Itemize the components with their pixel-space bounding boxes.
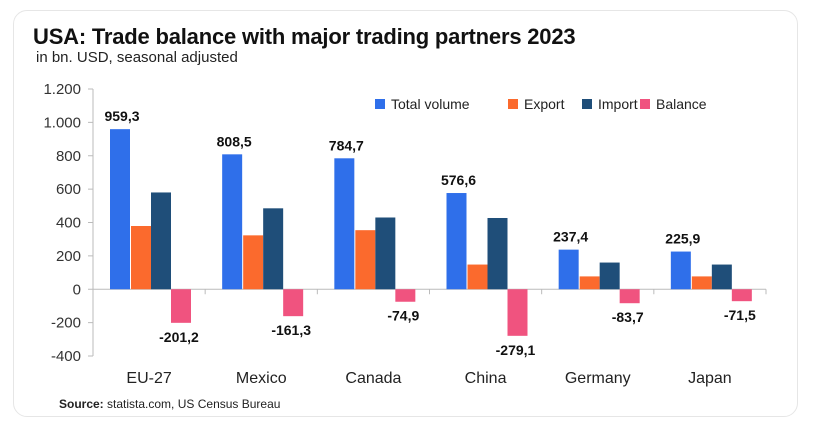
x-category-label: Mexico xyxy=(236,370,287,387)
bar-total-volume xyxy=(222,154,243,290)
bar-import xyxy=(151,192,171,290)
bar-export xyxy=(131,226,151,290)
y-tick-label: -400 xyxy=(51,348,81,365)
bar-balance xyxy=(731,289,752,302)
legend-swatch xyxy=(582,99,592,109)
bar-import xyxy=(599,262,620,290)
source-note: Source: statista.com, US Census Bureau xyxy=(59,397,280,411)
bar-export xyxy=(467,264,488,290)
source-text: statista.com, US Census Bureau xyxy=(107,397,281,411)
bar-balance xyxy=(171,289,191,323)
legend-swatch xyxy=(508,99,518,109)
bar-balance xyxy=(283,289,304,317)
data-label-total-volume: 959,3 xyxy=(104,108,139,124)
data-label-total-volume: 808,5 xyxy=(217,133,252,149)
legend-label: Balance xyxy=(656,96,707,112)
y-tick-label: 600 xyxy=(56,181,81,198)
y-tick-label: -200 xyxy=(51,315,81,332)
legend-swatch xyxy=(375,99,385,109)
data-label-total-volume: 225,9 xyxy=(665,231,700,247)
source-label: Source: xyxy=(59,397,104,411)
x-category-label: EU-27 xyxy=(126,370,171,387)
x-category-label: China xyxy=(465,370,507,387)
chart-title: USA: Trade balance with major trading pa… xyxy=(33,24,576,49)
data-label-total-volume: 784,7 xyxy=(329,137,364,153)
data-label-balance: -161,3 xyxy=(271,322,311,338)
data-label-balance: -83,7 xyxy=(612,309,644,325)
y-tick-label: 1.200 xyxy=(43,81,81,98)
bar-total-volume xyxy=(334,158,355,290)
data-label-balance: -279,1 xyxy=(496,342,536,358)
data-label-balance: -71,5 xyxy=(724,307,756,323)
bar-total-volume xyxy=(558,249,579,290)
bar-import xyxy=(375,217,396,290)
bar-export xyxy=(579,276,600,290)
y-tick-label: 400 xyxy=(56,215,81,232)
bar-import xyxy=(487,217,508,290)
bar-balance xyxy=(619,289,640,304)
legend-label: Import xyxy=(598,96,638,112)
bar-import xyxy=(711,264,732,290)
x-category-label: Japan xyxy=(688,370,732,387)
bar-total-volume xyxy=(670,251,691,290)
chart-subtitle: in bn. USD, seasonal adjusted xyxy=(36,49,238,66)
y-tick-label: 800 xyxy=(56,148,81,165)
data-label-balance: -201,2 xyxy=(159,329,199,345)
x-category-label: Canada xyxy=(345,370,401,387)
bar-balance xyxy=(507,289,528,336)
y-tick-label: 0 xyxy=(73,281,81,298)
y-tick-label: 200 xyxy=(56,248,81,265)
bar-import xyxy=(263,208,284,290)
data-label-total-volume: 576,6 xyxy=(441,172,476,188)
legend-label: Total volume xyxy=(391,96,470,112)
bar-total-volume xyxy=(110,129,130,290)
bar-balance xyxy=(395,289,416,302)
bar-export xyxy=(243,235,264,290)
bar-export xyxy=(691,276,712,290)
legend-label: Export xyxy=(524,96,565,112)
bar-export xyxy=(355,230,376,290)
x-category-label: Germany xyxy=(565,370,631,387)
y-tick-label: 1.000 xyxy=(43,114,81,131)
data-label-balance: -74,9 xyxy=(387,308,419,324)
legend-swatch xyxy=(640,99,650,109)
bar-total-volume xyxy=(446,193,467,290)
chart-card xyxy=(13,10,798,417)
data-label-total-volume: 237,4 xyxy=(553,229,588,245)
